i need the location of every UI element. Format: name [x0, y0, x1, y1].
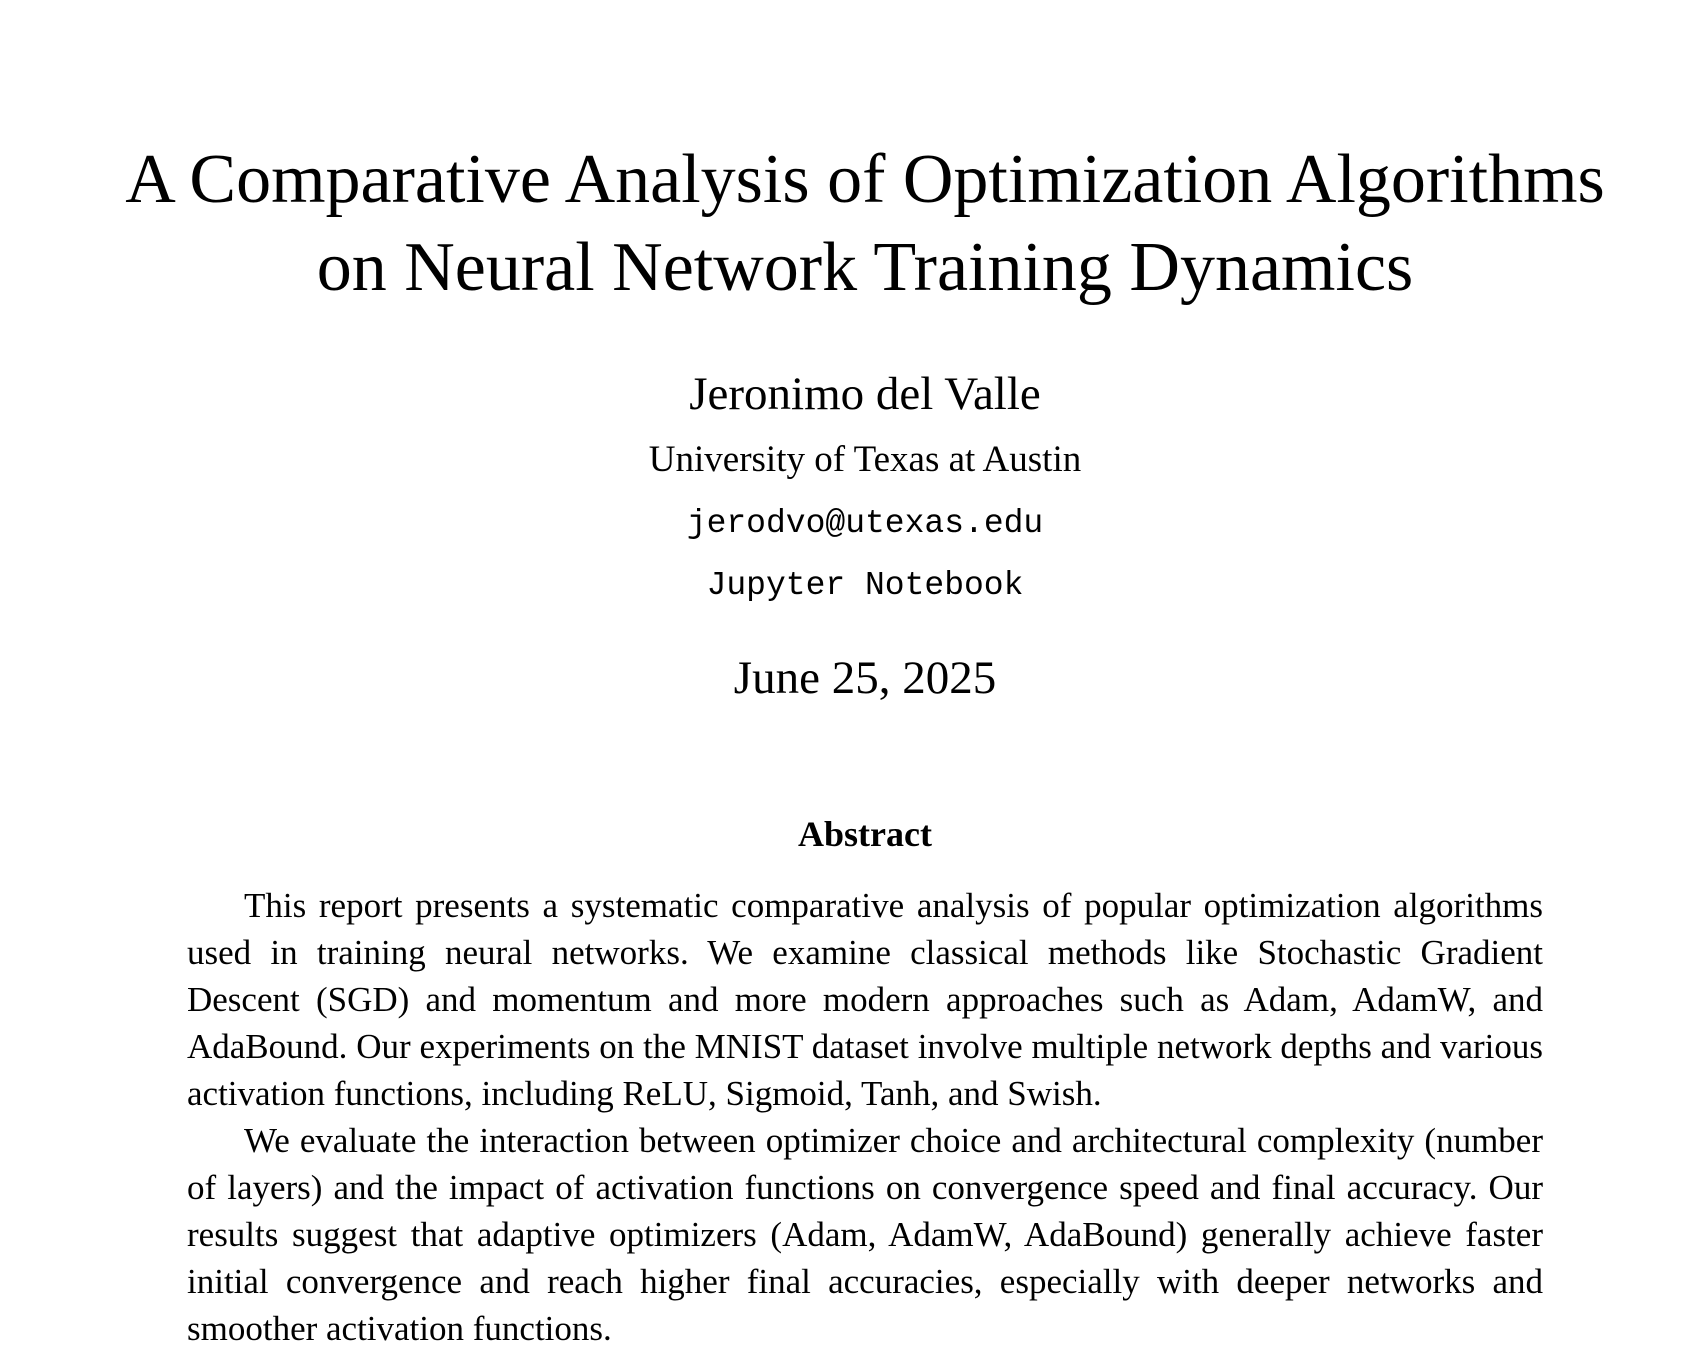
author-email: jerodvo@utexas.edu: [686, 505, 1044, 542]
abstract-heading: Abstract: [798, 814, 932, 854]
abstract-body: This report presents a systematic compar…: [187, 882, 1543, 1352]
author-affiliation: University of Texas at Austin: [648, 439, 1082, 480]
paper-title: A Comparative Analysis of Optimization A…: [0, 136, 1700, 312]
paper-title-line-2: on Neural Network Training Dynamics: [316, 229, 1414, 306]
paper-venue: Jupyter Notebook: [706, 567, 1024, 604]
abstract-paragraph-2: We evaluate the interaction between opti…: [187, 1121, 1543, 1348]
paper-title-line-1: A Comparative Analysis of Optimization A…: [125, 141, 1605, 218]
author-name: Jeronimo del Valle: [689, 368, 1041, 420]
paper-date: June 25, 2025: [733, 652, 997, 704]
abstract-paragraph-1: This report presents a systematic compar…: [187, 886, 1543, 1113]
